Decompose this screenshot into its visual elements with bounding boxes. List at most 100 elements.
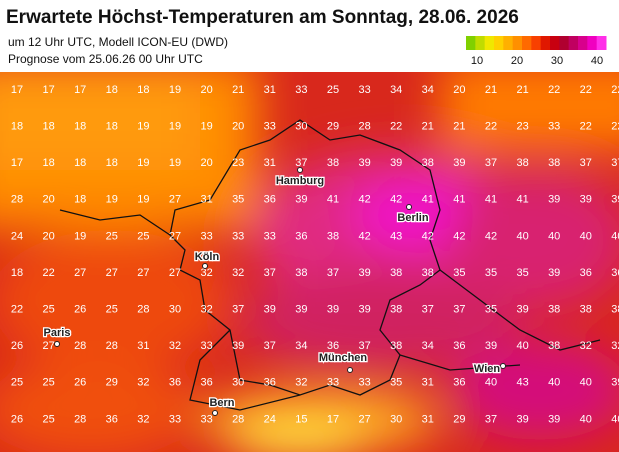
temperature: 34 bbox=[422, 84, 434, 96]
temperature: 36 bbox=[327, 340, 339, 352]
subtitle: Prognose vom 25.06.26 00 Uhr UTC bbox=[8, 52, 203, 66]
temperature: 18 bbox=[74, 157, 86, 169]
temperature: 17 bbox=[74, 84, 86, 96]
temperature: 26 bbox=[11, 413, 23, 425]
temperature: 17 bbox=[42, 84, 54, 96]
temperature: 25 bbox=[106, 304, 118, 316]
temperature: 41 bbox=[453, 194, 465, 206]
temperature: 36 bbox=[200, 377, 212, 389]
temperature: 41 bbox=[516, 194, 528, 206]
temperature: 27 bbox=[169, 267, 181, 279]
temperature: 20 bbox=[232, 121, 244, 133]
temperature: 37 bbox=[485, 413, 497, 425]
temperature: 39 bbox=[358, 267, 370, 279]
city-label: Hamburg bbox=[276, 175, 324, 187]
temperature: 42 bbox=[453, 230, 465, 242]
temperature: 33 bbox=[200, 340, 212, 352]
temperature: 41 bbox=[422, 194, 434, 206]
temperature: 37 bbox=[327, 267, 339, 279]
temperature: 32 bbox=[295, 377, 307, 389]
temperature: 29 bbox=[106, 377, 118, 389]
temperature: 38 bbox=[548, 340, 560, 352]
temperature: 39 bbox=[295, 304, 307, 316]
temperature: 40 bbox=[611, 413, 619, 425]
temperature: 33 bbox=[200, 230, 212, 242]
temperature: 38 bbox=[516, 157, 528, 169]
temperature: 37 bbox=[611, 157, 619, 169]
temperature: 25 bbox=[11, 377, 23, 389]
temperature: 22 bbox=[42, 267, 54, 279]
scale-swatch bbox=[550, 36, 560, 50]
temperature: 19 bbox=[169, 157, 181, 169]
temperature: 38 bbox=[548, 157, 560, 169]
city-dot bbox=[347, 367, 353, 373]
temperature: 28 bbox=[358, 121, 370, 133]
temperature: 28 bbox=[106, 340, 118, 352]
temperature: 40 bbox=[580, 413, 592, 425]
temperature: 31 bbox=[422, 377, 434, 389]
temperature: 39 bbox=[390, 157, 402, 169]
scale-swatch bbox=[568, 36, 579, 50]
temperature: 35 bbox=[485, 267, 497, 279]
temperature: 36 bbox=[453, 377, 465, 389]
temperature: 39 bbox=[516, 304, 528, 316]
temperature: 21 bbox=[453, 121, 465, 133]
temperature: 32 bbox=[137, 413, 149, 425]
temperature: 35 bbox=[485, 304, 497, 316]
temperature: 19 bbox=[137, 194, 149, 206]
temperature: 20 bbox=[453, 84, 465, 96]
temperature: 26 bbox=[11, 340, 23, 352]
temperature-grid: 17 17 17 18 18 19 20 21 31 33 25 33 34 34 20 21 21 22 22 22… bbox=[11, 84, 619, 425]
city-dot bbox=[406, 204, 412, 210]
temperature: 29 bbox=[327, 121, 339, 133]
temperature: 39 bbox=[548, 413, 560, 425]
temperature: 35 bbox=[390, 377, 402, 389]
scale-swatch bbox=[522, 36, 532, 50]
temperature: 19 bbox=[169, 84, 181, 96]
city-dot bbox=[297, 167, 303, 173]
temperature: 39 bbox=[580, 194, 592, 206]
temperature: 42 bbox=[358, 230, 370, 242]
city-label: München bbox=[319, 352, 368, 364]
temperature: 28 bbox=[137, 304, 149, 316]
temperature: 40 bbox=[580, 230, 592, 242]
temperature: 19 bbox=[200, 121, 212, 133]
temperature: 18 bbox=[42, 121, 54, 133]
temperature: 18 bbox=[106, 121, 118, 133]
temperature: 39 bbox=[453, 157, 465, 169]
temperature: 17 bbox=[327, 413, 339, 425]
subtitle: um 12 Uhr UTC, Modell ICON-EU (DWD) bbox=[8, 35, 228, 49]
temperature: 37 bbox=[264, 340, 276, 352]
temperature: 19 bbox=[137, 121, 149, 133]
temperature: 41 bbox=[485, 194, 497, 206]
temperature: 31 bbox=[264, 84, 276, 96]
temperature: 37 bbox=[422, 304, 434, 316]
temperature: 30 bbox=[390, 413, 402, 425]
temperature: 18 bbox=[11, 121, 23, 133]
temperature: 22 bbox=[485, 121, 497, 133]
temperature: 26 bbox=[74, 377, 86, 389]
temperature: 37 bbox=[295, 157, 307, 169]
temperature: 31 bbox=[422, 413, 434, 425]
temperature: 40 bbox=[516, 340, 528, 352]
temperature: 27 bbox=[169, 194, 181, 206]
title: Erwartete Höchst-Temperaturen am Sonntag… bbox=[6, 7, 519, 28]
temperature: 17 bbox=[11, 157, 23, 169]
city-dot bbox=[202, 263, 208, 269]
temperature: 36 bbox=[453, 340, 465, 352]
temperature: 32 bbox=[137, 377, 149, 389]
temperature: 15 bbox=[295, 413, 307, 425]
temperature: 32 bbox=[200, 304, 212, 316]
temperature: 38 bbox=[422, 157, 434, 169]
temperature: 39 bbox=[358, 157, 370, 169]
temperature: 43 bbox=[390, 230, 402, 242]
temperature: 33 bbox=[548, 121, 560, 133]
temperature: 39 bbox=[264, 304, 276, 316]
temperature: 38 bbox=[327, 230, 339, 242]
temperature: 40 bbox=[580, 377, 592, 389]
temperature: 21 bbox=[232, 84, 244, 96]
scale-swatch bbox=[466, 36, 476, 50]
temperature: 40 bbox=[516, 230, 528, 242]
temperature: 31 bbox=[264, 157, 276, 169]
